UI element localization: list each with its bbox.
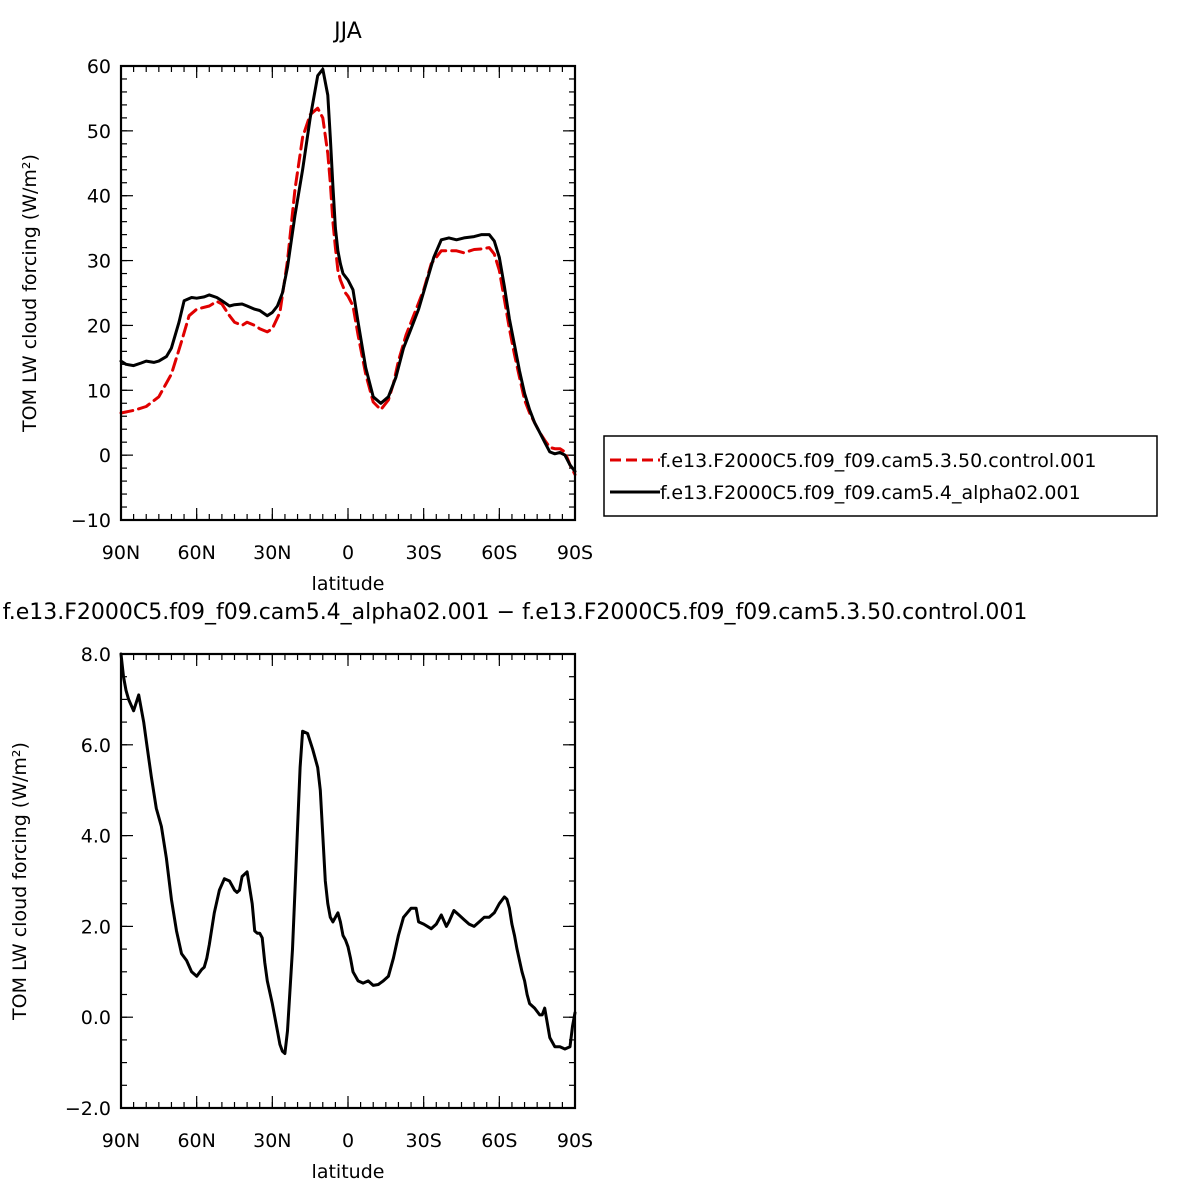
x-tick-label: 0 [342,542,354,564]
y-tick-label: 8.0 [81,644,111,666]
x-tick-label: 30S [406,1130,442,1152]
x-tick-label: 60N [177,1130,215,1152]
x-tick-label: 90N [102,1130,140,1152]
chart-title: f.e13.F2000C5.f09_f09.cam5.4_alpha02.001… [3,600,1028,625]
x-tick-label: 30S [406,542,442,564]
y-tick-label: 20 [87,315,111,337]
x-tick-label: 60N [177,542,215,564]
y-tick-label: −2.0 [65,1098,111,1120]
y-tick-label: 30 [87,251,111,273]
plot-frame [119,64,577,522]
plot-frame [119,652,577,1110]
x-tick-label: 90N [102,542,140,564]
series-line-1 [119,652,577,1055]
legend-label-1: f.e13.F2000C5.f09_f09.cam5.3.50.control.… [660,450,1096,472]
y-axis-label: TOM LW cloud forcing (W/m²) [9,742,31,1021]
top-panel-jja: JJA 90N 60N 30N 0 30S 60S 90S −10 0 10 20 30 40 50 60 la… [19,19,593,595]
x-axis-label: latitude [312,573,385,595]
y-tick-label: 0.0 [81,1007,111,1029]
y-tick-label: 10 [87,380,111,402]
y-tick-label: 0 [99,445,111,467]
series-line-2 [119,67,577,473]
chart-title: JJA [332,19,362,44]
legend-box [603,435,1158,517]
series-line-1 [119,106,577,477]
y-tick-label: −10 [71,510,111,532]
x-tick-label: 90S [557,542,593,564]
y-tick-label: 40 [87,186,111,208]
y-tick-label: 60 [87,56,111,78]
x-tick-label: 0 [342,1130,354,1152]
x-tick-label: 60S [481,1130,517,1152]
y-tick-label: 2.0 [81,916,111,938]
legend: f.e13.F2000C5.f09_f09.cam5.3.50.control.… [603,435,1158,517]
y-tick-label: 50 [87,121,111,143]
x-tick-label: 30N [253,1130,291,1152]
bottom-panel-difference: f.e13.F2000C5.f09_f09.cam5.4_alpha02.001… [3,600,1028,1183]
x-tick-label: 90S [557,1130,593,1152]
y-axis-label: TOM LW cloud forcing (W/m²) [19,154,41,433]
x-axis-label: latitude [312,1161,385,1183]
x-tick-label: 30N [253,542,291,564]
legend-label-2: f.e13.F2000C5.f09_f09.cam5.4_alpha02.001 [660,482,1081,504]
y-tick-label: 4.0 [81,826,111,848]
y-tick-label: 6.0 [81,735,111,757]
x-tick-label: 60S [481,542,517,564]
